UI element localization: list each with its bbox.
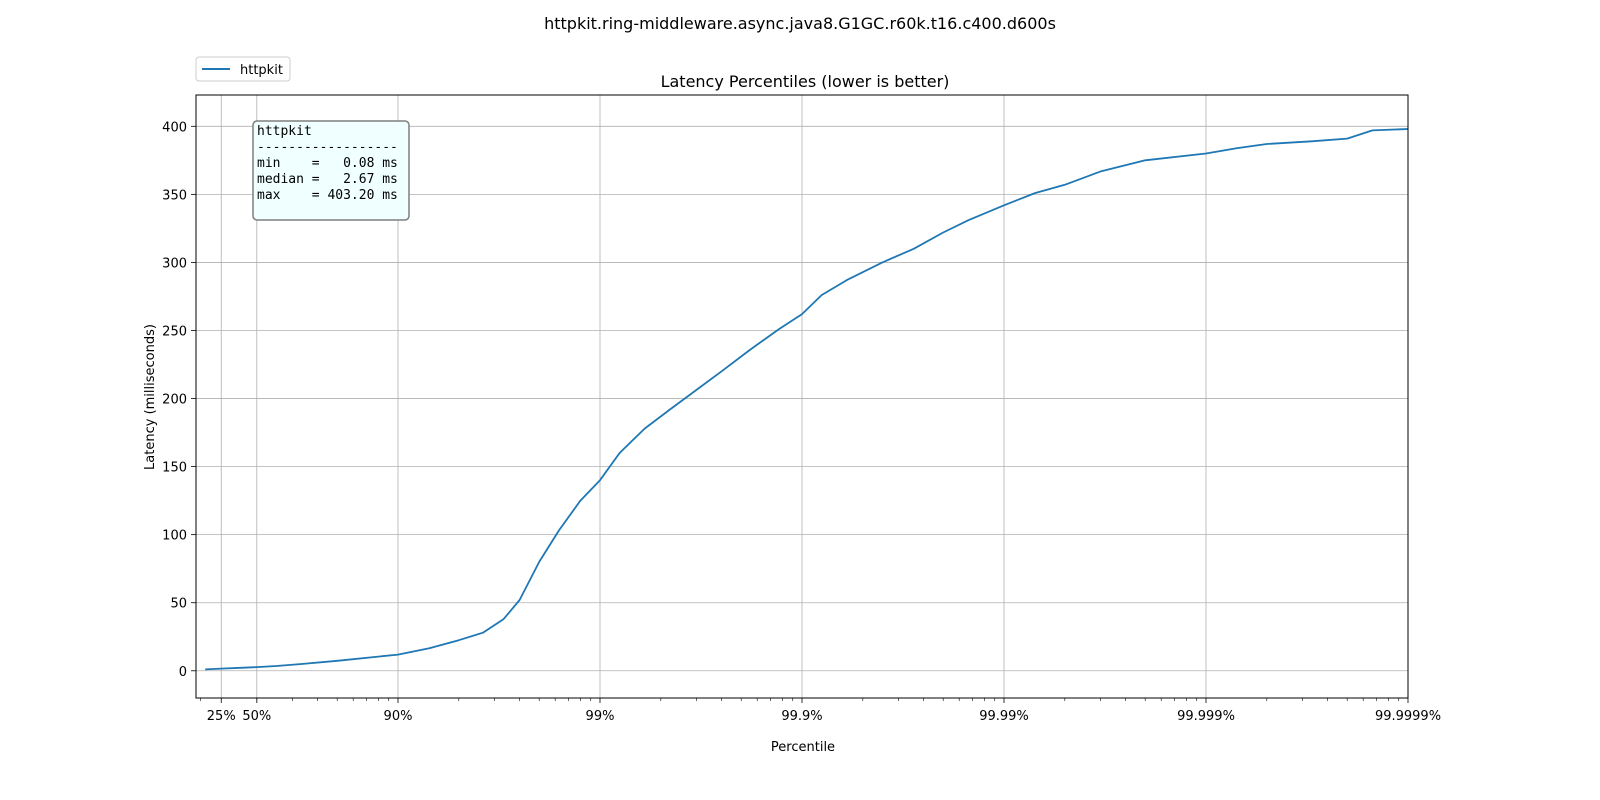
series-line-httpkit: [205, 128, 1409, 671]
y-tick-label: 0: [179, 665, 187, 680]
x-axis: 25% 50% 90% 99% 99.9% 99.99% 99.999% 99.9999%: [200, 698, 1441, 724]
y-axis-label: Latency (milliseconds): [143, 324, 158, 470]
stats-line-min: min = 0.08 ms: [257, 156, 398, 171]
x-tick-label: 50%: [242, 709, 271, 724]
stats-line-series: httpkit: [257, 124, 312, 139]
stats-line-max: max = 403.20 ms: [257, 188, 398, 203]
legend-frame: [195, 56, 291, 82]
x-tick-label: 99.9999%: [1375, 709, 1441, 724]
stats-box: httpkit ------------------ min = 0.08 ms…: [252, 120, 410, 221]
y-tick-label: 150: [162, 461, 187, 476]
x-tick-label: 99.99%: [979, 709, 1029, 724]
y-tick-label: 300: [162, 256, 187, 271]
y-tick-label: 50: [170, 597, 187, 612]
x-tick-label: 25%: [207, 709, 236, 724]
x-axis-label: Percentile: [771, 740, 835, 755]
y-tick-label: 250: [162, 324, 187, 339]
stats-line-separator: ------------------: [257, 140, 398, 155]
x-tick-label: 90%: [384, 709, 413, 724]
legend: httpkit: [195, 56, 291, 82]
series-layer: [205, 128, 1409, 671]
stats-line-median: median = 2.67 ms: [257, 172, 398, 187]
stats-box-background: [252, 120, 410, 221]
x-tick-label: 99%: [586, 709, 615, 724]
y-tick-label: 200: [162, 393, 187, 408]
y-axis: 0 50 100 150 200 250 300 350 400: [162, 120, 196, 680]
y-tick-label: 100: [162, 529, 187, 544]
y-tick-label: 400: [162, 120, 187, 135]
grid-lines: [196, 95, 1409, 698]
y-tick-label: 350: [162, 188, 187, 203]
legend-label-httpkit: httpkit: [240, 63, 283, 78]
x-tick-label: 99.9%: [781, 709, 822, 724]
figure-suptitle: httpkit.ring-middleware.async.java8.G1GC…: [544, 14, 1056, 33]
chart-title: Latency Percentiles (lower is better): [661, 72, 950, 91]
x-tick-label: 99.999%: [1177, 709, 1235, 724]
